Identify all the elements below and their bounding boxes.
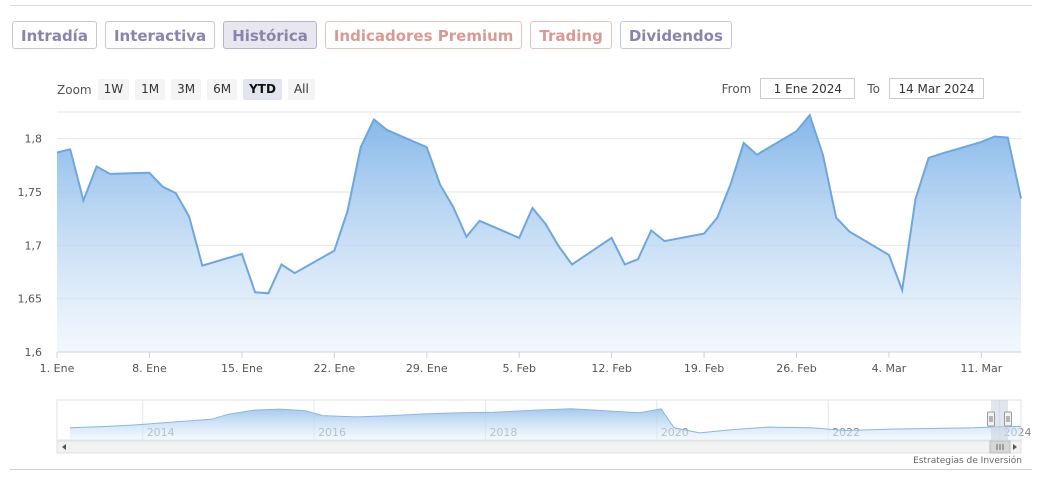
zoom-label: Zoom xyxy=(57,82,92,97)
zoom-ytd-button[interactable]: YTD xyxy=(243,79,282,100)
x-tick-label: 1. Ene xyxy=(40,362,75,375)
top-divider xyxy=(10,5,1032,6)
x-tick-label: 12. Feb xyxy=(591,362,631,375)
navigator-handle-right[interactable] xyxy=(1004,411,1012,427)
y-axis-ticks: 1,6 1,65 1,7 1,75 1,8 xyxy=(18,133,43,359)
y-tick-label: 1,65 xyxy=(18,293,43,306)
x-tick-label: 22. Ene xyxy=(313,362,355,375)
tab-intradia[interactable]: Intradía xyxy=(12,21,97,49)
navigator-selection[interactable] xyxy=(991,400,1008,440)
x-tick-label: 26. Feb xyxy=(776,362,816,375)
chart-tabs: Intradía Interactiva Histórica Indicador… xyxy=(12,21,732,49)
area-fill xyxy=(57,115,1021,352)
from-label: From xyxy=(721,81,752,96)
navigator-area xyxy=(69,408,1021,440)
navigator: 201420162018202020222024 xyxy=(56,399,1032,454)
from-date-input[interactable] xyxy=(760,78,856,99)
to-date-input[interactable] xyxy=(889,78,984,99)
date-range: From To xyxy=(722,78,984,99)
zoom-1m-button[interactable]: 1M xyxy=(135,79,166,100)
y-tick-label: 1,6 xyxy=(25,346,43,359)
navigator-line xyxy=(69,408,1022,434)
x-tick-label: 15. Ene xyxy=(221,362,263,375)
x-axis-ticks: 1. Ene 8. Ene 15. Ene 22. Ene 29. Ene 5. Feb 1… xyxy=(40,351,1021,375)
tab-trading[interactable]: Trading xyxy=(530,21,612,49)
tab-historica[interactable]: Histórica xyxy=(223,21,317,49)
credit-label: Estrategias de Inversión xyxy=(913,456,1022,466)
y-tick-label: 1,8 xyxy=(25,133,43,146)
scroll-left-arrow-icon[interactable] xyxy=(62,444,66,450)
tab-interactiva[interactable]: Interactiva xyxy=(104,21,216,49)
x-tick-label: 11. Mar xyxy=(961,362,1003,375)
tab-indicadores-premium[interactable]: Indicadores Premium xyxy=(324,21,523,49)
x-tick-label: 8. Ene xyxy=(132,362,167,375)
bottom-divider xyxy=(10,469,1032,470)
scroll-right-arrow-icon[interactable] xyxy=(1013,444,1017,450)
navigator-scrollbar[interactable] xyxy=(56,440,1022,454)
x-tick-label: 4. Mar xyxy=(872,362,907,375)
navigator-handle-left[interactable] xyxy=(987,411,995,427)
x-tick-label: 19. Feb xyxy=(684,362,724,375)
x-tick-label: 29. Ene xyxy=(406,362,448,375)
y-tick-label: 1,75 xyxy=(18,186,43,199)
zoom-3m-button[interactable]: 3M xyxy=(171,79,202,100)
to-label: To xyxy=(867,81,880,96)
x-tick-label: 5. Feb xyxy=(502,362,535,375)
area-series xyxy=(56,113,1022,352)
y-tick-label: 1,7 xyxy=(25,239,43,252)
zoom-selector: Zoom 1W 1M 3M 6M YTD All xyxy=(57,79,321,100)
zoom-1w-button[interactable]: 1W xyxy=(97,79,130,100)
zoom-6m-button[interactable]: 6M xyxy=(207,79,238,100)
tab-dividendos[interactable]: Dividendos xyxy=(619,21,732,49)
series-line xyxy=(56,113,1022,295)
zoom-all-button[interactable]: All xyxy=(287,79,315,100)
